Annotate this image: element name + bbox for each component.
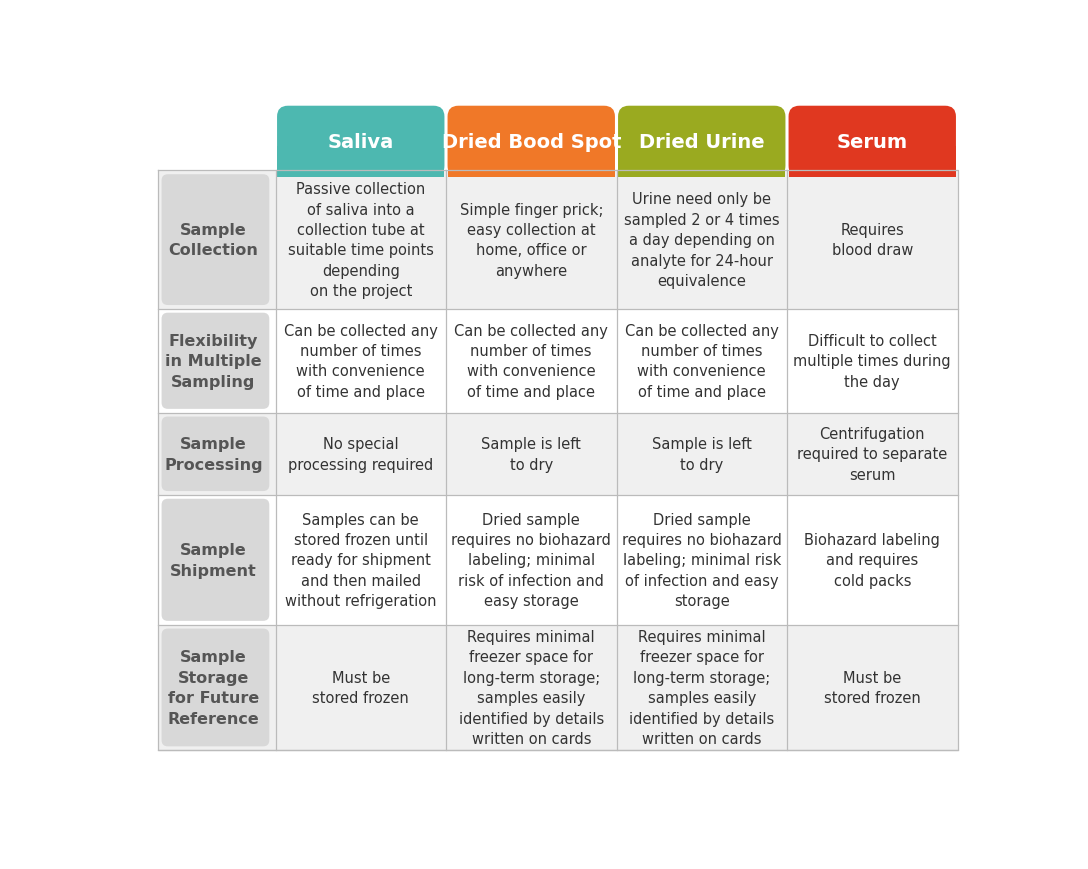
- Text: Dried Urine: Dried Urine: [639, 132, 765, 151]
- Text: Sample is left
to dry: Sample is left to dry: [652, 436, 752, 472]
- Text: Sample is left
to dry: Sample is left to dry: [481, 436, 581, 472]
- Text: Must be
stored frozen: Must be stored frozen: [824, 670, 920, 706]
- Bar: [158, 625, 957, 750]
- Text: Requires minimal
freezer space for
long-term storage;
samples easily
identified : Requires minimal freezer space for long-…: [459, 629, 604, 746]
- Bar: [789, 147, 956, 177]
- FancyBboxPatch shape: [277, 107, 445, 177]
- Bar: [277, 147, 445, 177]
- Text: Simple finger prick;
easy collection at
home, office or
anywhere: Simple finger prick; easy collection at …: [459, 202, 603, 278]
- Text: Sample
Shipment: Sample Shipment: [170, 542, 257, 578]
- Text: Sample
Processing: Sample Processing: [164, 436, 263, 472]
- Bar: [158, 171, 957, 309]
- Text: Requires
blood draw: Requires blood draw: [831, 222, 913, 258]
- Text: Biohazard labeling
and requires
cold packs: Biohazard labeling and requires cold pac…: [804, 533, 940, 588]
- FancyBboxPatch shape: [162, 314, 270, 409]
- FancyBboxPatch shape: [162, 417, 270, 492]
- FancyBboxPatch shape: [618, 107, 786, 177]
- Text: Serum: Serum: [837, 132, 907, 151]
- Text: Centrifugation
required to separate
serum: Centrifugation required to separate seru…: [798, 427, 948, 482]
- Text: Dried sample
requires no biohazard
labeling; minimal risk
of infection and easy
: Dried sample requires no biohazard label…: [622, 512, 781, 608]
- Text: Dried Bood Spot: Dried Bood Spot: [442, 132, 621, 151]
- Text: Sample
Storage
for Future
Reference: Sample Storage for Future Reference: [168, 650, 259, 726]
- FancyBboxPatch shape: [162, 499, 270, 621]
- Text: Passive collection
of saliva into a
collection tube at
suitable time points
depe: Passive collection of saliva into a coll…: [288, 182, 434, 299]
- Text: No special
processing required: No special processing required: [288, 436, 433, 472]
- Text: Can be collected any
number of times
with convenience
of time and place: Can be collected any number of times wit…: [455, 323, 608, 400]
- Text: Requires minimal
freezer space for
long-term storage;
samples easily
identified : Requires minimal freezer space for long-…: [629, 629, 775, 746]
- FancyBboxPatch shape: [162, 175, 270, 306]
- Text: Difficult to collect
multiple times during
the day: Difficult to collect multiple times duri…: [793, 334, 951, 389]
- Bar: [447, 147, 615, 177]
- Text: Flexibility
in Multiple
Sampling: Flexibility in Multiple Sampling: [165, 334, 262, 389]
- Bar: [618, 147, 786, 177]
- Text: Can be collected any
number of times
with convenience
of time and place: Can be collected any number of times wit…: [625, 323, 779, 400]
- Text: Saliva: Saliva: [327, 132, 394, 151]
- FancyBboxPatch shape: [447, 107, 615, 177]
- Text: Sample
Collection: Sample Collection: [169, 222, 259, 258]
- FancyBboxPatch shape: [162, 629, 270, 746]
- FancyBboxPatch shape: [789, 107, 956, 177]
- Text: Can be collected any
number of times
with convenience
of time and place: Can be collected any number of times wit…: [284, 323, 437, 400]
- Text: Must be
stored frozen: Must be stored frozen: [312, 670, 409, 706]
- Text: Samples can be
stored frozen until
ready for shipment
and then mailed
without re: Samples can be stored frozen until ready…: [285, 512, 436, 608]
- Text: Urine need only be
sampled 2 or 4 times
a day depending on
analyte for 24-hour
e: Urine need only be sampled 2 or 4 times …: [623, 192, 780, 289]
- Bar: [158, 495, 957, 625]
- Text: Dried sample
requires no biohazard
labeling; minimal
risk of infection and
easy : Dried sample requires no biohazard label…: [452, 512, 611, 608]
- Bar: [158, 309, 957, 414]
- Bar: [158, 414, 957, 495]
